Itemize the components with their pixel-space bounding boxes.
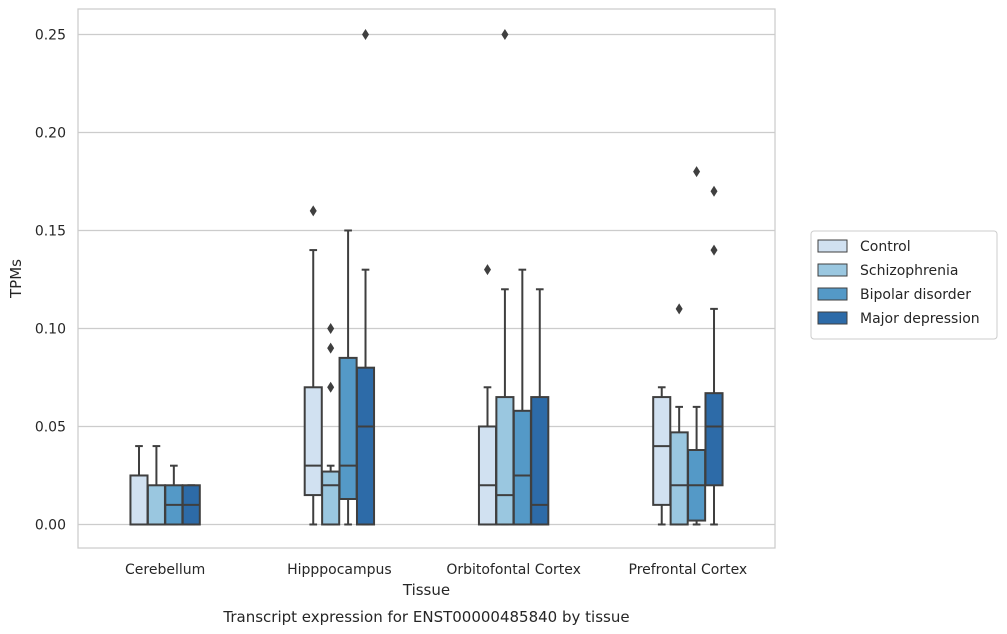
plot-area-frame: [77, 8, 776, 549]
y-axis-label: TPMs: [7, 259, 25, 299]
box: [164, 464, 184, 526]
box-series-layer: [129, 28, 724, 526]
box: [321, 322, 341, 526]
box-iqr: [530, 396, 550, 526]
y-tick-label: 0.00: [35, 517, 66, 533]
x-tick-label: Orbitofontal Cortex: [446, 562, 581, 578]
series-control: [129, 205, 672, 526]
box-iqr: [495, 396, 515, 526]
legend-label: Control: [860, 239, 911, 255]
box-iqr: [303, 386, 323, 497]
outlier-point: [501, 28, 509, 40]
box-iqr: [652, 396, 672, 506]
x-tick-label: Cerebellum: [125, 562, 205, 578]
legend-label: Schizophrenia: [860, 263, 958, 279]
legend-swatch: [817, 263, 848, 277]
outlier-point: [327, 322, 335, 334]
box-iqr: [477, 425, 498, 526]
box: [669, 303, 689, 526]
box-iqr: [146, 484, 166, 526]
y-tick-label: 0.15: [35, 223, 66, 239]
box: [495, 28, 515, 526]
legend-frame: [810, 230, 998, 340]
y-tick-label: 0.25: [35, 27, 66, 43]
series-schizophrenia: [146, 28, 689, 526]
box: [687, 166, 707, 526]
box: [652, 386, 672, 526]
legend-swatch: [817, 311, 848, 325]
outlier-point: [483, 264, 491, 276]
outlier-point: [309, 205, 317, 217]
x-axis-ticks: Cerebellum Hipppocampus Orbitofontal Corte…: [125, 562, 747, 578]
legend-label: Major depression: [860, 311, 980, 327]
outlier-point: [327, 381, 335, 393]
legend-swatch: [817, 239, 848, 253]
box: [355, 28, 376, 526]
box-iqr: [704, 392, 724, 487]
box-iqr: [321, 470, 341, 526]
box-iqr: [338, 356, 358, 500]
box-iqr: [129, 474, 149, 526]
box: [303, 205, 323, 526]
box: [146, 445, 166, 526]
outlier-point: [693, 166, 701, 178]
legend-label: Bipolar disorder: [860, 287, 971, 303]
legend: Control Schizophrenia Bipolar disorder Majo…: [810, 230, 998, 340]
box: [512, 268, 532, 526]
box: [181, 484, 201, 526]
outlier-point: [710, 185, 718, 197]
series-major-depression: [181, 28, 724, 526]
y-tick-label: 0.20: [35, 125, 66, 141]
outlier-point: [710, 244, 718, 256]
y-tick-label: 0.05: [35, 419, 66, 435]
box-iqr: [355, 366, 376, 526]
chart-caption: Transcript expression for ENST0000048584…: [222, 608, 629, 626]
outlier-point: [327, 342, 335, 354]
y-tick-label: 0.10: [35, 321, 66, 337]
box: [338, 229, 358, 526]
y-axis-ticks: 0.00 0.05 0.10 0.15 0.20 0.25: [35, 27, 66, 533]
box-iqr: [512, 409, 532, 526]
box: [477, 264, 498, 526]
outlier-point: [362, 28, 370, 40]
legend-swatch: [817, 287, 848, 301]
box-iqr: [669, 431, 689, 526]
box: [530, 288, 550, 526]
outlier-point: [675, 303, 683, 315]
box: [129, 445, 149, 526]
series-bipolar-disorder: [164, 166, 707, 526]
x-tick-label: Hipppocampus: [287, 562, 392, 578]
box: [704, 185, 724, 526]
x-tick-label: Prefrontal Cortex: [629, 562, 748, 578]
x-axis-label: Tissue: [402, 581, 450, 599]
